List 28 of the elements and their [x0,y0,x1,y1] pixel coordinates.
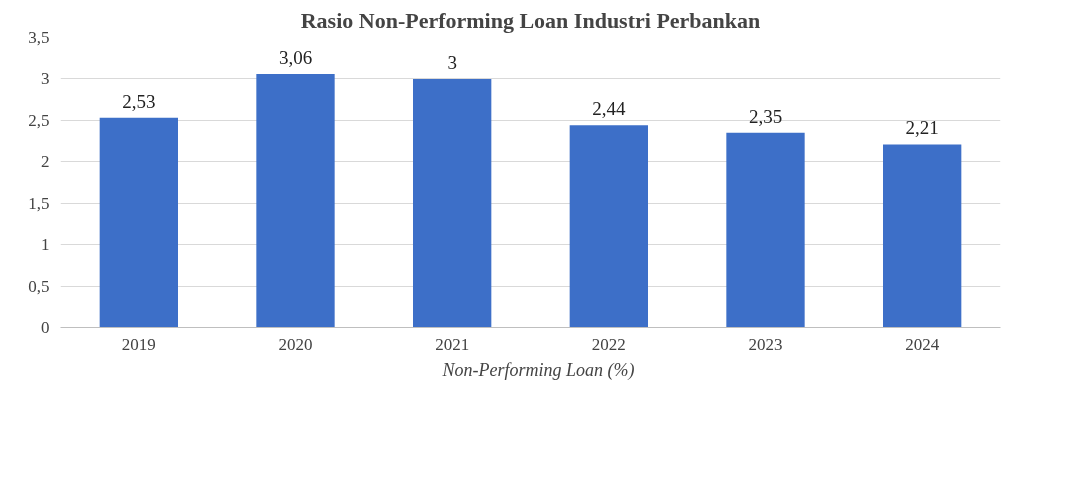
chart-title: Rasio Non-Performing Loan Industri Perbankan [300,7,761,33]
bar [569,125,648,328]
x-tick-label: 2021 [435,334,470,354]
x-tick-label: 2020 [278,334,313,354]
text: 3 [447,51,457,73]
y-tick-label: 1 [41,235,50,255]
bar [413,78,492,328]
y-tick-label: 3,5 [28,28,50,47]
text: 3,06 [278,46,313,68]
y-tick-label: 0,5 [28,276,50,296]
series-label: Non-Performing Loan (%) [442,359,635,381]
text: 2,21 [905,117,939,139]
bar [256,73,335,328]
y-tick-label: 2,5 [28,110,50,130]
bar [726,132,805,328]
y-tick-label: 2 [41,152,50,172]
y-tick-label: 3 [41,69,50,89]
bar [883,144,962,328]
y-tick-label: 1,5 [28,193,50,213]
bar [99,117,178,328]
text: 2,35 [748,105,783,127]
text: 2,44 [592,98,626,120]
x-tick-label: 2024 [905,334,940,354]
x-tick-label: 2023 [748,334,783,354]
x-tick-label: 2019 [121,334,156,354]
text: 2,53 [122,90,156,112]
x-tick-label: 2022 [591,334,626,354]
y-tick-label: 0 [41,318,50,337]
